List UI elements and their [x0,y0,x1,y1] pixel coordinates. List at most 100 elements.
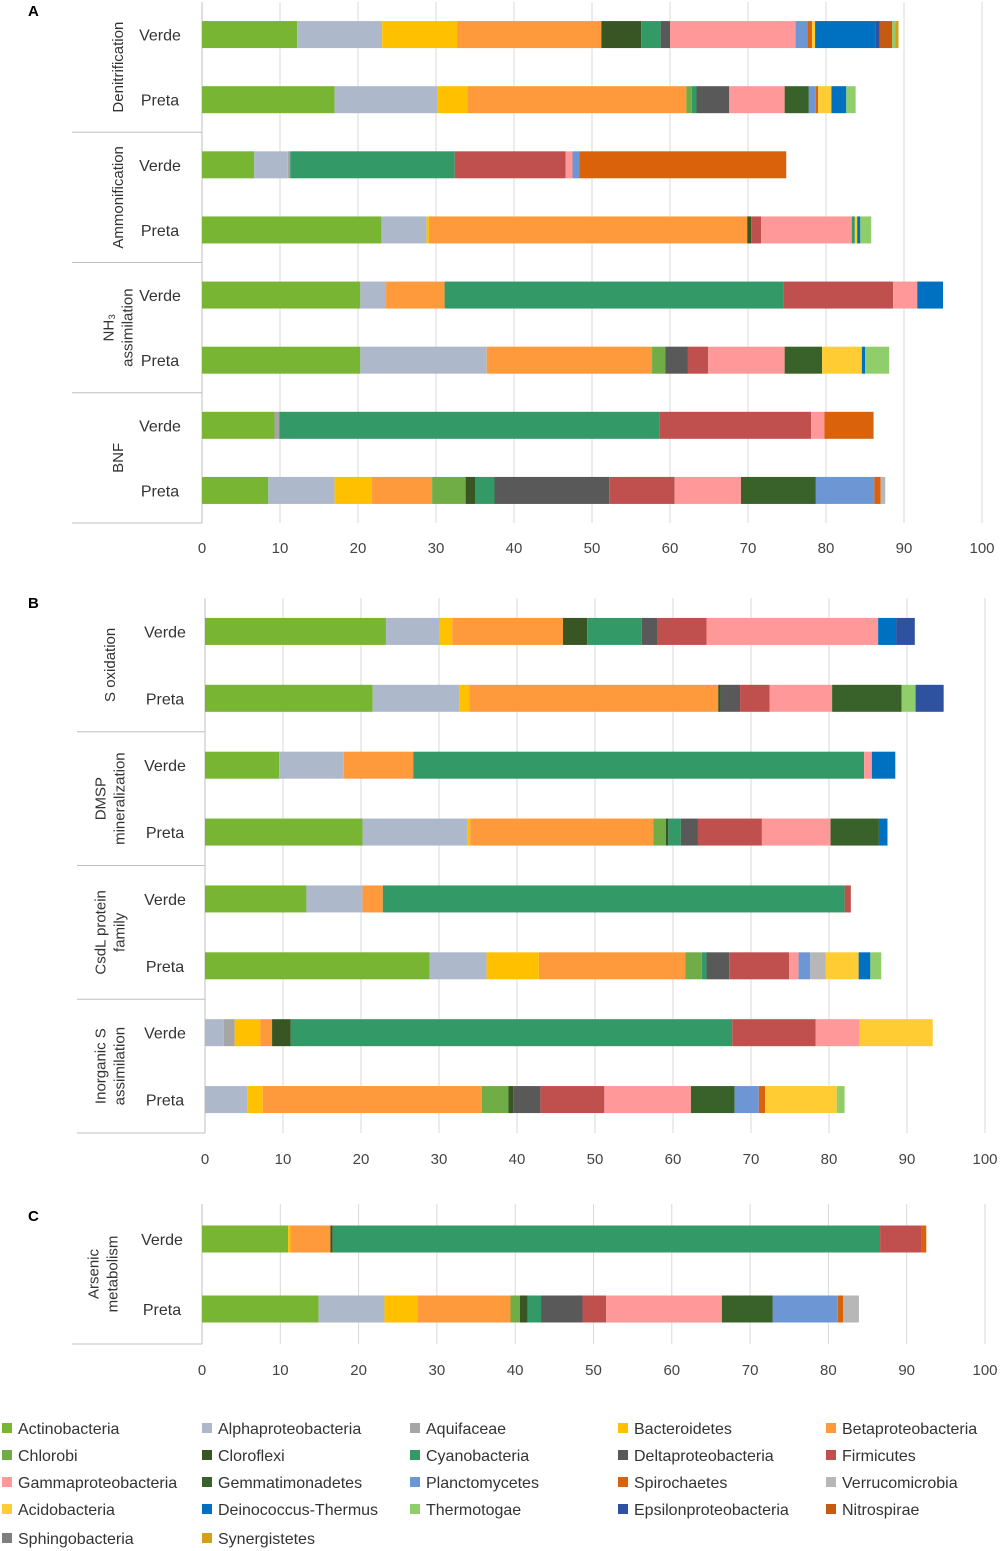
bar-segment-cyanobacteria: Cyanobacteria: 2.5 [475,476,495,504]
bar-segment-betaproteobacteria: Betaproteobacteria: 1.5 [260,1019,273,1047]
tick-label: 50 [587,1151,604,1168]
bar-segment-thermotogae: Thermotogae: 1.8 [901,684,916,712]
bar-segment-alphaproteobacteria: Alphaproteobacteria: 13.4 [362,818,468,846]
group-label-line: NH₃ [101,314,118,342]
bar-segment-gammaproteobacteria: Gammaproteobacteria: 8.8 [761,818,831,846]
bar-segment-betaproteobacteria: Betaproteobacteria: 23.5 [470,818,654,846]
bar-segment-gammaproteobacteria: Gammaproteobacteria: 22 [706,617,879,645]
bar-segment-alphaproteobacteria: Alphaproteobacteria: 8.4 [318,1295,385,1323]
bar-segment-betaproteobacteria: Betaproteobacteria: 2.6 [362,885,383,913]
bar-segment-actinobacteria: Actinobacteria: 20.2 [205,818,363,846]
bar-segment-bacteroidetes: Bacteroidetes: 9.6 [382,21,458,49]
row-label-verde: Verde [144,758,186,775]
legend-swatch [202,1450,212,1460]
row-label-verde: Verde [144,892,186,909]
legend-swatch [202,1533,212,1543]
bar-segment-cloroflexi: Cloroflexi: 0.6 [508,1086,514,1114]
legend-item: Sphingobacteria [2,1531,134,1548]
legend-label: Synergistetes [218,1531,315,1548]
legend-item: Firmicutes [826,1448,916,1465]
bar-segment-deinococcus-thermus: Deinococcus-Thermus: 0.4 [861,346,865,374]
bar-segment-deltaproteobacteria: Deltaproteobacteria: 2.9 [706,952,730,980]
tick-label: 20 [353,1151,370,1168]
bar-segment-firmicutes: Firmicutes: 8.2 [697,818,762,846]
bar-segment-alphaproteobacteria: Alphaproteobacteria: 11.1 [372,684,460,712]
panel-letter: B [28,595,39,612]
legend-item: Thermotogae [410,1502,521,1519]
bar-segment-firmicutes: Firmicutes: 0.8 [844,885,851,913]
tick-label: 0 [198,540,206,557]
bar-segment-planctomycetes: Planctomycetes: 1.5 [798,952,811,980]
tick-label: 40 [507,1362,524,1379]
bar-segment-firmicutes: Firmicutes: 19.4 [659,411,812,439]
bar-segment-actinobacteria: Actinobacteria: 11 [202,1225,289,1253]
legend-label: Bacteroidetes [634,1421,732,1438]
legend-swatch [2,1423,12,1433]
bar-segment-acidobacteria: Acidobacteria: 0.3 [854,216,858,244]
bar-segment-firmicutes: Firmicutes: 2.6 [687,346,709,374]
row-label-preta: Preta [141,353,179,370]
bar-segment-gemmatimonadetes: Gemmatimonadetes: 9.6 [740,476,816,504]
bar-segment-planctomycetes: Planctomycetes: 0.9 [808,86,816,114]
row-label-verde: Verde [139,288,181,305]
chart-panel-c: C 0 10 20 30 40 50 60 70 80 90 100 Arsenic metabolism… [28,1204,998,1379]
legend-swatch [826,1423,836,1433]
bar-segment-bacteroidetes: Bacteroidetes: 3.8 [437,86,468,114]
bar-segment-alphaproteobacteria: Alphaproteobacteria: 10.9 [297,21,383,49]
bar-segment-actinobacteria: Actinobacteria: 20.3 [202,281,361,309]
legend-swatch [618,1423,628,1433]
bar-segment-firmicutes: Firmicutes: 14.2 [454,151,566,179]
bar-segment-chlorobi: Chlorobi: 4.3 [432,476,466,504]
bar-segment-deltaproteobacteria: Deltaproteobacteria: 2.9 [665,346,688,374]
tick-label: 20 [350,540,367,557]
tick-label: 60 [663,1362,680,1379]
legend-swatch [2,1477,12,1487]
bar-segment-gammaproteobacteria: Gammaproteobacteria: 1 [864,751,872,779]
group-label: BNF [110,443,127,473]
bar-segment-firmicutes: Firmicutes: 10.7 [732,1019,816,1047]
row-label-preta: Preta [146,825,184,842]
group-label-line: Denitrification [110,22,127,113]
legend-item: Verrucomicrobia [826,1475,958,1492]
bar-segment-bacteroidetes: Bacteroidetes: 1.7 [439,617,453,645]
group-label-line: mineralization [112,752,129,845]
tick-label: 100 [972,1362,997,1379]
bar-segment-verrucomicrobia: Verrucomicrobia: 2 [810,952,826,980]
legend-item: Betaproteobacteria [826,1421,977,1438]
bar-segment-bacteroidetes: Bacteroidetes: 4.8 [334,476,373,504]
bar-segment-synergistetes: Synergistetes: 0.4 [895,21,899,49]
bar-segment-cyanobacteria: Cyanobacteria: 7 [587,617,642,645]
bar-segment-alphaproteobacteria: Alphaproteobacteria: 13.2 [334,86,438,114]
bar-segment-alphaproteobacteria: Alphaproteobacteria: 5.8 [381,216,427,244]
bar-segment-thermotogae: Thermotogae: 1.2 [846,86,856,114]
bar-segment-thermotogae: Thermotogae: 1.4 [860,216,872,244]
legend-swatch [202,1504,212,1514]
bar-segment-acidobacteria: Acidobacteria: 5.1 [822,346,862,374]
bar-segment-bacteroidetes: Bacteroidetes: 4.2 [384,1295,418,1323]
bar-segment-actinobacteria: Actinobacteria: 17 [202,86,335,114]
legend-item: Cyanobacteria [410,1448,529,1465]
bar-segment-cyanobacteria: Cyanobacteria: 59.2 [382,885,845,913]
bar-segment-spirochaetes: Spirochaetes: 6.3 [824,411,874,439]
legend-swatch [410,1423,420,1433]
bar-segment-cloroflexi: Cloroflexi: 0.3 [665,818,669,846]
tick-label: 0 [198,1362,206,1379]
bar-segment-betaproteobacteria: Betaproteobacteria: 14.2 [452,617,564,645]
legend-swatch [618,1504,628,1514]
group-label-line: S oxidation [102,628,119,702]
bar-segment-firmicutes: Firmicutes: 3.8 [740,684,770,712]
bar-segment-cyanobacteria: Cyanobacteria: 43.5 [444,281,784,309]
tick-label: 50 [585,1362,602,1379]
bar-segment-firmicutes: Firmicutes: 8.2 [540,1086,605,1114]
legend-label: Spirochaetes [634,1475,727,1492]
tick-label: 50 [584,540,601,557]
legend-item: Gammaproteobacteria [2,1475,177,1492]
bar-segment-acidobacteria: Acidobacteria: 0.4 [811,21,816,49]
bar-segment-alphaproteobacteria: Alphaproteobacteria: 4.3 [254,151,288,179]
legend-item: Cloroflexi [202,1448,285,1465]
group-label-line: Ammonification [110,146,127,249]
row-label-preta: Preta [146,691,184,708]
bar-segment-cyanobacteria: Cyanobacteria: 48.8 [279,411,660,439]
tick-label: 90 [896,540,913,557]
